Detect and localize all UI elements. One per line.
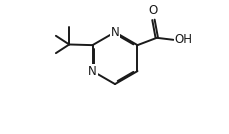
Text: O: O xyxy=(148,3,157,16)
Text: N: N xyxy=(110,26,119,39)
Text: OH: OH xyxy=(173,33,191,46)
Text: N: N xyxy=(88,65,96,78)
